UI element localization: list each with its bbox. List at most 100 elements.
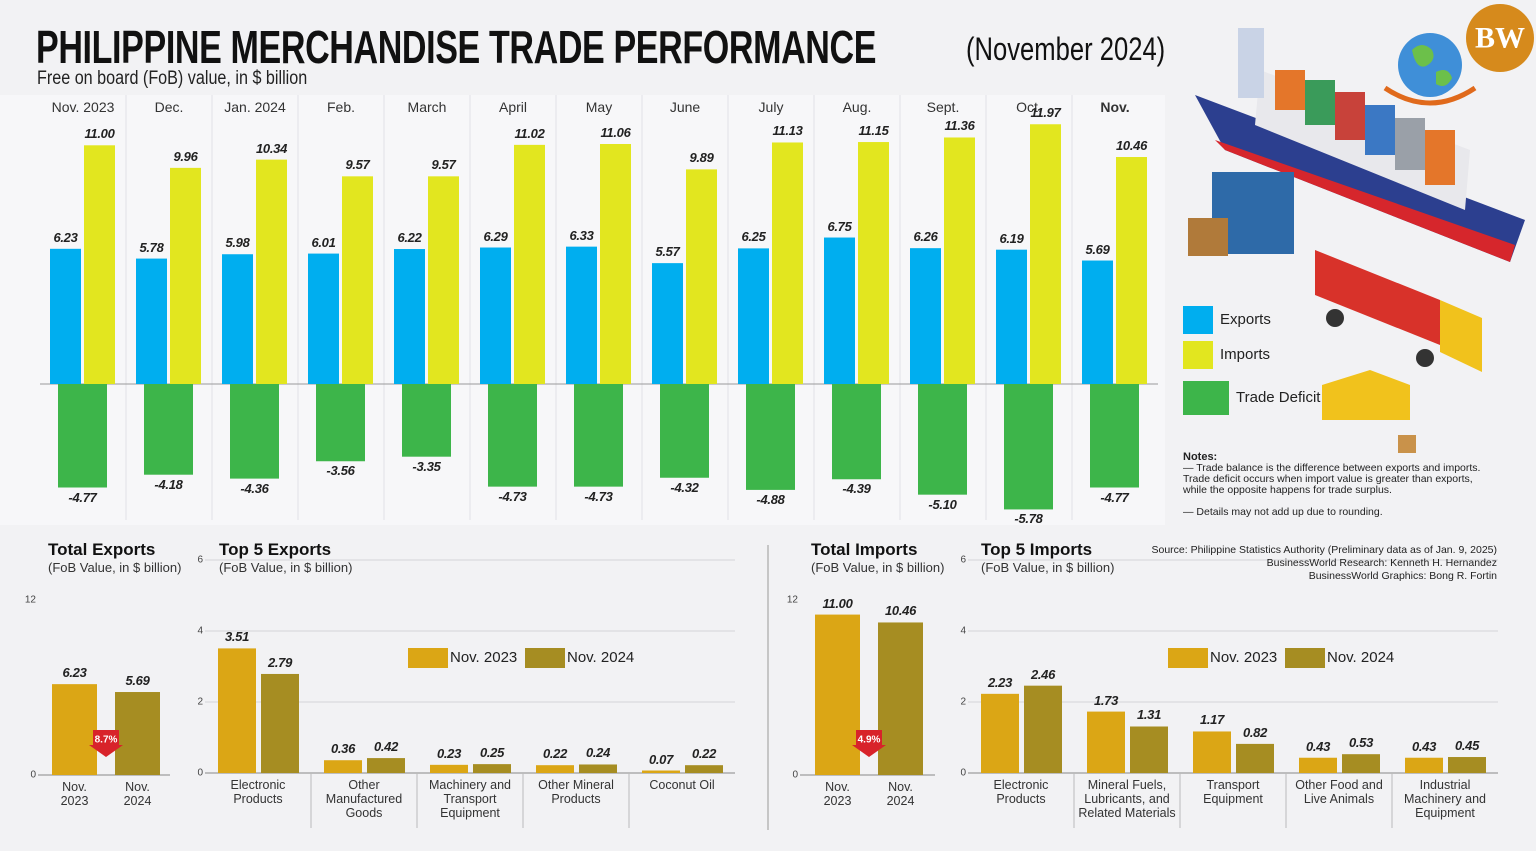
bar — [1236, 743, 1274, 773]
x-tick-label: Dec. — [154, 99, 184, 115]
data-label: 2.23 — [987, 674, 1013, 690]
bar — [1024, 685, 1062, 773]
x-tick-label: June — [669, 99, 701, 115]
container — [1335, 92, 1365, 140]
bar — [256, 159, 287, 384]
data-label: 10.46 — [1115, 138, 1148, 154]
legend-swatch — [1183, 341, 1213, 369]
data-label: 0.82 — [1242, 724, 1268, 740]
period: (November 2024) — [966, 31, 1166, 67]
data-label: -4.77 — [1100, 489, 1129, 505]
source: Source: Philippine Statistics Authority … — [1151, 544, 1497, 556]
bar — [514, 144, 545, 384]
chart-title: Total Exports — [48, 540, 156, 559]
x-tick-label: May — [585, 99, 613, 115]
bar — [394, 249, 425, 384]
legend-swatch — [525, 648, 565, 668]
bar — [473, 764, 511, 773]
data-label: 11.00 — [84, 126, 115, 142]
data-label: 0.53 — [1348, 735, 1374, 751]
chart-title: Top 5 Imports — [981, 540, 1093, 559]
bar — [1405, 757, 1443, 773]
bar — [685, 765, 723, 773]
note: — Trade balance is the difference betwee… — [1183, 462, 1481, 497]
y-tick-label: 6 — [197, 554, 203, 566]
container — [1425, 130, 1455, 185]
x-tick-label: Industrial Machinery and Equipment — [1404, 778, 1486, 820]
x-tick-label: Other Food and Live Animals — [1295, 778, 1383, 806]
y-tick-label: 0 — [792, 769, 798, 781]
data-label: 2.79 — [267, 654, 293, 670]
data-label: -3.56 — [326, 463, 355, 479]
x-tick-label: Nov. 2023 — [51, 99, 115, 115]
x-tick-label: Jan. 2024 — [224, 99, 286, 115]
container — [1365, 105, 1395, 155]
data-label: 6.23 — [53, 229, 78, 245]
x-tick-label: Mineral Fuels, Lubricants, and Related M… — [1078, 778, 1176, 820]
bar — [878, 622, 923, 775]
credit: BusinessWorld Graphics: Bong R. Fortin — [1308, 570, 1497, 582]
containers — [1275, 70, 1455, 185]
note: — Details may not add up due to rounding… — [1183, 506, 1383, 518]
bar — [430, 764, 468, 773]
legend-label: Nov. 2024 — [567, 648, 635, 666]
bar — [600, 143, 631, 384]
x-tick-label: Nov. 2024 — [886, 780, 915, 808]
data-label: 9.89 — [689, 150, 714, 166]
data-label: 9.57 — [431, 157, 456, 173]
bar — [738, 248, 769, 384]
y-tick-label: 2 — [960, 696, 966, 708]
data-label: 0.22 — [542, 746, 568, 762]
legend-label: Trade Deficit — [1236, 388, 1321, 406]
bar — [144, 384, 193, 475]
bar — [1004, 384, 1053, 510]
ship-stripe — [1215, 140, 1515, 262]
data-label: 0.25 — [479, 745, 505, 761]
data-label: 11.36 — [944, 118, 975, 134]
bar — [815, 614, 860, 775]
notes-heading: Notes: — [1183, 451, 1218, 463]
globe-land — [1412, 45, 1452, 86]
bar — [52, 684, 97, 775]
truck-box — [1315, 250, 1440, 345]
data-label: 6.23 — [62, 665, 87, 681]
container — [1395, 118, 1425, 170]
title: PHILIPPINE MERCHANDISE TRADE PERFORMANCE — [36, 21, 877, 73]
data-label: 10.46 — [884, 603, 917, 619]
data-label: 6.75 — [827, 218, 852, 234]
bar — [115, 692, 160, 775]
legend-swatch — [1285, 648, 1325, 668]
chart-subtitle: (FoB Value, in $ billion) — [48, 560, 182, 575]
container — [1305, 80, 1335, 125]
change-label: 4.9% — [857, 734, 881, 746]
bar — [170, 167, 201, 384]
bar — [480, 247, 511, 384]
van — [1322, 370, 1410, 420]
bar — [944, 137, 975, 384]
data-label: 0.42 — [373, 739, 399, 755]
cargo-box — [1188, 218, 1228, 256]
x-tick-label: Nov. 2023 — [823, 780, 852, 808]
bar — [858, 142, 889, 384]
legend-label: Imports — [1220, 345, 1271, 363]
legend-label: Nov. 2023 — [1210, 648, 1278, 666]
bar — [910, 248, 941, 384]
bar — [50, 248, 81, 384]
bar — [536, 765, 574, 773]
bar — [316, 384, 365, 462]
x-tick-label: Machinery and Transport Equipment — [429, 778, 511, 820]
data-label: 9.57 — [345, 157, 370, 173]
x-tick-label: Sept. — [926, 99, 960, 115]
y-tick-label: 4 — [960, 625, 966, 637]
container — [1275, 70, 1305, 110]
data-label: 5.69 — [1085, 241, 1110, 257]
y-tick-label: 0 — [197, 767, 203, 779]
chart-title: Total Imports — [811, 540, 918, 559]
x-tick-label: Feb. — [326, 99, 356, 115]
legend-swatch — [408, 648, 448, 668]
credit: BusinessWorld Research: Kenneth H. Herna… — [1266, 557, 1497, 569]
data-label: 0.43 — [1305, 738, 1331, 754]
bar — [402, 384, 451, 457]
data-label: 0.45 — [1454, 738, 1480, 754]
